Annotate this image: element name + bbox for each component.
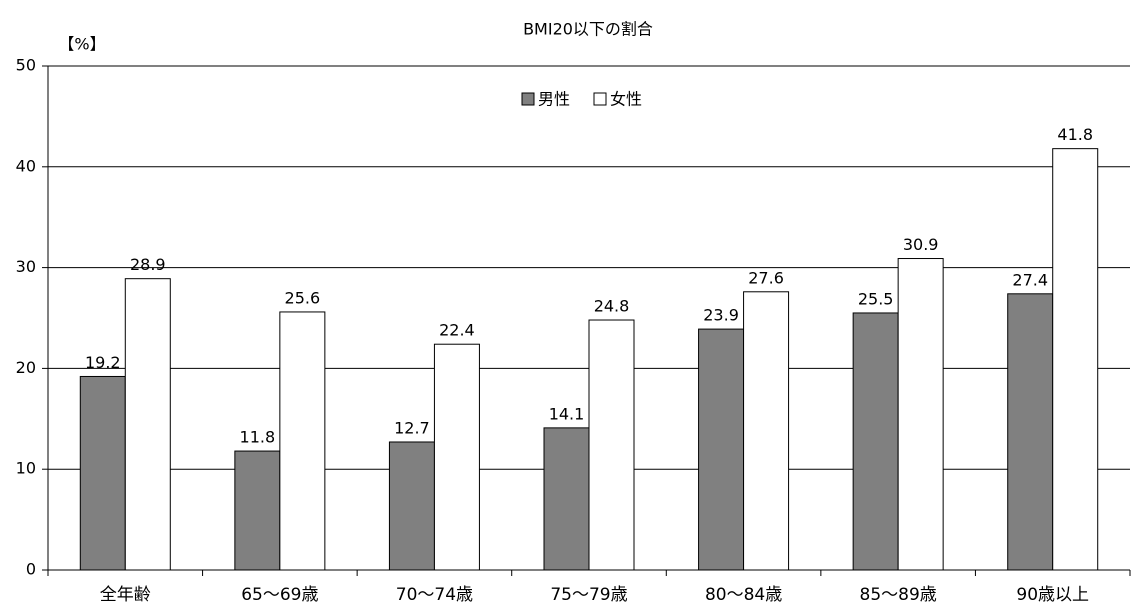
bar (124, 278, 171, 571)
y-tick-label: 10 (16, 459, 36, 478)
legend-label: 女性 (610, 90, 642, 109)
value-label: 25.6 (285, 288, 321, 307)
value-label: 23.9 (703, 306, 739, 325)
value-label: 22.4 (439, 321, 475, 340)
x-tick-label: 65〜69歳 (241, 585, 318, 605)
bar (543, 427, 590, 571)
y-tick-label: 40 (16, 156, 36, 175)
value-label: 41.8 (1057, 125, 1093, 144)
bar (433, 343, 480, 571)
bar (852, 312, 899, 571)
value-label: 11.8 (240, 428, 276, 447)
x-tick-label: 70〜74歳 (396, 585, 473, 605)
value-label: 12.7 (394, 418, 430, 437)
y-tick-label: 20 (16, 358, 36, 377)
bar (698, 328, 745, 571)
x-tick-label: 全年齢 (100, 585, 151, 605)
bar (388, 441, 435, 571)
legend-swatch (521, 92, 535, 106)
bar (743, 291, 790, 571)
x-tick-label: 75〜79歳 (550, 585, 627, 605)
bar (1052, 148, 1099, 571)
value-label: 14.1 (549, 404, 585, 423)
bar (897, 258, 944, 571)
value-label: 19.2 (85, 353, 121, 372)
legend-swatch (593, 92, 607, 106)
bar (279, 311, 326, 571)
legend-label: 男性 (538, 90, 570, 109)
value-label: 27.4 (1012, 270, 1048, 289)
y-axis-label: 【%】 (58, 35, 105, 54)
x-tick-label: 80〜84歳 (705, 585, 782, 605)
bar (1007, 293, 1054, 571)
value-label: 24.8 (594, 297, 630, 316)
y-tick-label: 0 (26, 560, 36, 579)
y-tick-label: 30 (16, 257, 36, 276)
value-label: 30.9 (903, 235, 939, 254)
value-label: 25.5 (858, 289, 894, 308)
x-tick-label: 85〜89歳 (860, 585, 937, 605)
value-label: 27.6 (748, 268, 784, 287)
chart-title: BMI20以下の割合 (523, 20, 653, 39)
bar (234, 450, 281, 571)
value-label: 28.9 (130, 255, 166, 274)
bar (588, 319, 635, 571)
y-tick-label: 50 (16, 56, 36, 75)
x-tick-label: 90歳以上 (1016, 585, 1089, 605)
bar (79, 375, 126, 571)
